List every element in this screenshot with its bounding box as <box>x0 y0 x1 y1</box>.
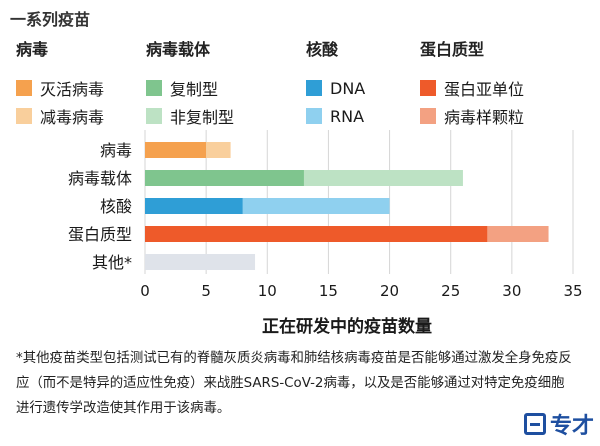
legend-swatch <box>306 108 322 124</box>
legend-swatch <box>16 80 32 96</box>
bar-segment <box>145 254 256 270</box>
legend-label: RNA <box>330 106 365 126</box>
legend-group-title: 蛋白质型 <box>420 40 485 59</box>
bar-segment <box>303 170 463 186</box>
legend-label: 复制型 <box>170 80 219 99</box>
legend-swatch <box>146 80 162 96</box>
legend-group-viral-vector: 病毒载体 复制型 非复制型 <box>146 36 234 130</box>
legend-swatch <box>420 80 436 96</box>
x-tick-label: 0 <box>140 282 150 300</box>
bar-segment <box>145 142 207 158</box>
x-tick-label: 25 <box>441 282 460 300</box>
x-tick-label: 15 <box>319 282 338 300</box>
logo: 专才 <box>523 408 594 440</box>
chart-title: 一系列疫苗 <box>10 10 91 29</box>
category-label: 核酸 <box>100 197 132 216</box>
logo-icon <box>523 413 546 435</box>
x-tick-label: 30 <box>502 282 521 300</box>
legend-item: RNA <box>306 102 365 130</box>
legend-swatch <box>306 80 322 96</box>
legend-group-title: 病毒载体 <box>146 40 211 59</box>
category-label: 其他* <box>92 253 132 272</box>
x-tick-label: 35 <box>563 282 582 300</box>
bar-segment <box>487 226 549 242</box>
legend-label: 减毒病毒 <box>40 108 105 127</box>
legend-group-virus: 病毒 灭活病毒 减毒病毒 <box>16 36 104 130</box>
bar-segment <box>206 142 231 158</box>
footnote: *其他疫苗类型包括测试已有的脊髓灰质炎病毒和肺结核病毒疫苗是否能够通过激发全身免… <box>16 351 572 416</box>
category-label: 病毒载体 <box>68 169 132 188</box>
legend-label: 灭活病毒 <box>40 80 105 99</box>
legend-label: 蛋白亚单位 <box>444 80 525 99</box>
legend-item: DNA <box>306 74 365 102</box>
legend-label: 非复制型 <box>170 108 235 127</box>
bar-segment <box>145 226 488 242</box>
legend-group-protein: 蛋白质型 蛋白亚单位 病毒样颗粒 <box>420 36 524 130</box>
legend-item: 减毒病毒 <box>16 102 104 130</box>
bar-segment <box>145 170 304 186</box>
legend-group-title: 病毒 <box>16 40 49 59</box>
legend-swatch <box>146 108 162 124</box>
bars <box>145 142 549 270</box>
legend-item: 非复制型 <box>146 102 234 130</box>
x-tick-label: 20 <box>380 282 399 300</box>
legend-group-title: 核酸 <box>306 40 339 59</box>
x-tick-label: 10 <box>258 282 277 300</box>
category-label: 病毒 <box>100 141 132 160</box>
logo-text: 专才 <box>549 414 594 439</box>
legend-swatch <box>420 108 436 124</box>
legend-item: 病毒样颗粒 <box>420 102 524 130</box>
legend-label: DNA <box>330 78 366 98</box>
bar-segment <box>145 198 243 214</box>
x-tick-labels: 0 5 10 15 20 25 30 35 <box>140 282 582 300</box>
x-axis-label: 正在研发中的疫苗数量 <box>262 316 432 337</box>
legend-group-nucleic-acid: 核酸 DNA RNA <box>306 36 365 130</box>
x-tick-label: 5 <box>201 282 211 300</box>
legend-label: 病毒样颗粒 <box>444 108 525 127</box>
legend-item: 蛋白亚单位 <box>420 74 524 102</box>
legend-item: 复制型 <box>146 74 234 102</box>
legend-item: 灭活病毒 <box>16 74 104 102</box>
bar-segment <box>242 198 390 214</box>
legend-swatch <box>16 108 32 124</box>
category-label: 蛋白质型 <box>68 225 132 244</box>
